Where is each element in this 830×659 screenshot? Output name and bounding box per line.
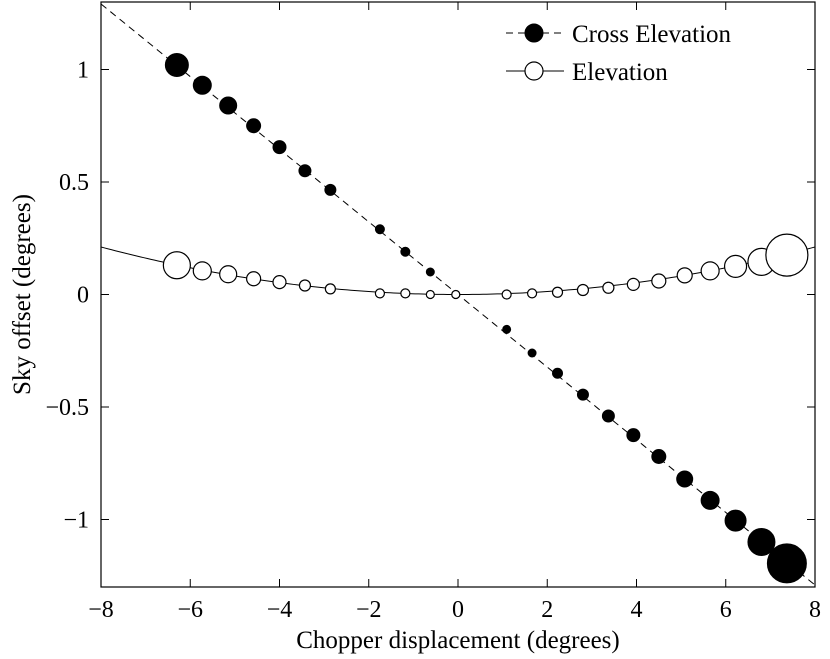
cross-elevation-point [219,96,238,115]
cross-elevation-point [651,449,667,464]
cross-elevation-point [400,246,411,257]
elevation-point [162,251,191,280]
x-tick-label: −4 [267,597,293,623]
cross-elevation-point [766,543,807,584]
y-tick-label: 0 [77,283,89,309]
axis-ticks [100,2,816,587]
x-tick-label: 8 [809,597,821,623]
cross-elevation-point [700,490,720,510]
cross-elevation-point [626,428,641,443]
cross-elevation-point [724,509,747,532]
x-tick-label: −2 [356,597,382,623]
elevation-point [526,288,538,299]
elevation-point [576,283,590,297]
legend-marker-cross-elevation [524,23,544,43]
x-tick-label: 4 [631,597,643,623]
cross-elevation-point [164,53,189,77]
markers [162,53,809,584]
y-axis-title: Sky offset (degrees) [9,194,36,395]
elevation-point [723,254,748,278]
legend-marker-elevation [524,61,544,81]
x-tick-label: 2 [541,597,553,623]
cross-elevation-point [192,75,212,95]
elevation-point [700,261,720,281]
y-tick-label: 1 [77,58,89,84]
elevation-point [298,279,312,292]
x-tick-label: 0 [452,597,464,623]
x-tick-label: −6 [177,597,203,623]
elevation-point [246,271,262,287]
legend: Cross Elevation Elevation [506,21,732,86]
cross-elevation-point [576,388,589,401]
cross-elevation-point [676,470,694,488]
elevation-point [551,286,564,298]
elevation-point [626,277,640,291]
elevation-point [425,289,435,300]
axis-tick-labels: −8 −6 −4 −2 0 2 4 6 8 −1 −0.5 0 0.5 1 [45,58,821,624]
cross-elevation-point [374,224,385,235]
elevation-point [219,265,238,284]
cross-elevation-point [324,183,337,196]
elevation-point [324,283,336,295]
elevation-point [676,267,693,284]
y-tick-label: 0.5 [59,170,89,196]
elevation-point [602,281,615,294]
y-tick-label: −0.5 [45,395,89,421]
cross-elevation-point [502,324,512,334]
cross-elevation-point [298,164,312,178]
legend-label-cross-elevation: Cross Elevation [572,21,732,48]
elevation-point [272,275,287,290]
x-tick-label: −8 [88,597,114,623]
cross-elevation-point [272,140,287,155]
elevation-point [192,261,212,281]
cross-elevation-point [246,118,262,134]
elevation-point [765,233,809,277]
elevation-point [501,289,512,300]
y-tick-label: −1 [63,508,89,534]
legend-label-elevation: Elevation [572,59,668,86]
elevation-point [451,289,461,300]
cross-elevation-point [747,528,776,556]
cross-elevation-point [552,367,564,379]
cross-elevation-point [425,267,435,277]
x-tick-label: 6 [720,597,732,623]
elevation-point [374,288,386,299]
elevation-point [651,273,667,289]
x-axis-title: Chopper displacement (degrees) [296,627,620,654]
cross-elevation-point [601,409,615,423]
elevation-point [400,288,411,299]
cross-elevation-point [527,348,537,358]
